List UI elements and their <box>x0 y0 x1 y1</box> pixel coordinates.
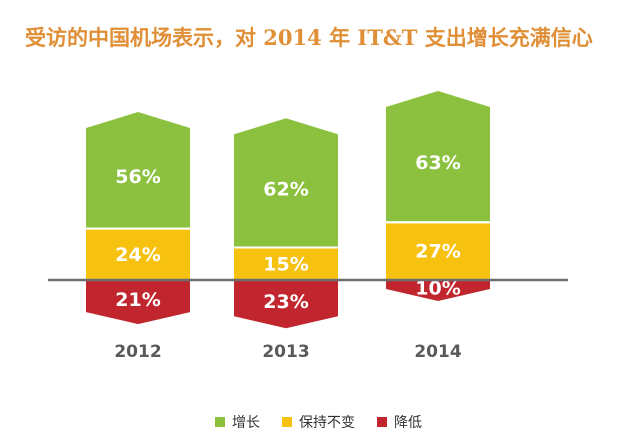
bar-decrease-2013 <box>234 280 338 329</box>
x-tick-2012: 2012 <box>114 342 161 362</box>
label-decrease-2013: 23% <box>263 291 308 313</box>
bar-maintain-2014 <box>386 223 490 280</box>
bar-increase-2013 <box>234 118 338 247</box>
label-decrease-2012: 21% <box>115 289 160 311</box>
legend-swatch-decrease <box>377 417 387 427</box>
bar-separator-2014 <box>386 221 490 224</box>
legend: 增长 保持不变 降低 <box>215 412 444 432</box>
label-maintain-2013: 15% <box>263 253 308 275</box>
legend-item-decrease: 降低 <box>377 412 422 432</box>
bar-maintain-2012 <box>86 229 190 280</box>
bar-maintain-2013 <box>234 248 338 280</box>
bar-decrease-2014 <box>386 280 490 301</box>
x-tick-2013: 2013 <box>262 342 309 362</box>
bar-increase-2014 <box>386 91 490 222</box>
bar-increase-2012 <box>86 112 190 228</box>
bar-decrease-2012 <box>86 280 190 325</box>
label-increase-2012: 56% <box>115 166 160 188</box>
legend-swatch-increase <box>215 417 225 427</box>
legend-label-maintain: 保持不变 <box>299 415 355 431</box>
bar-separator-2012 <box>86 227 190 230</box>
label-maintain-2014: 27% <box>415 241 460 263</box>
legend-swatch-maintain <box>282 417 292 427</box>
bar-separator-2013 <box>234 246 338 249</box>
label-increase-2014: 63% <box>415 152 460 174</box>
legend-item-maintain: 保持不变 <box>282 412 355 432</box>
legend-label-decrease: 降低 <box>394 415 422 431</box>
x-tick-2014: 2014 <box>414 342 461 362</box>
legend-item-increase: 增长 <box>215 412 260 432</box>
legend-label-increase: 增长 <box>232 415 260 431</box>
label-maintain-2012: 24% <box>115 244 160 266</box>
chart-title: 受访的中国机场表示，对 2014 年 IT&T 支出增长充满信心 <box>25 25 593 50</box>
label-decrease-2014: 10% <box>415 278 460 300</box>
label-increase-2013: 62% <box>263 178 308 200</box>
